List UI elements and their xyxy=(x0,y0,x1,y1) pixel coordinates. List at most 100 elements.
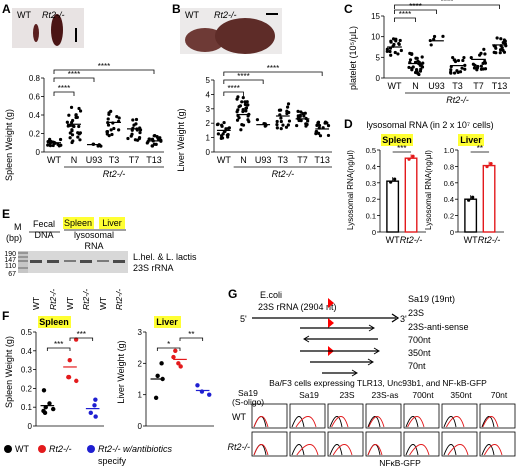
liver-highlight xyxy=(458,134,484,146)
histogram-box xyxy=(441,403,478,429)
data-point xyxy=(410,52,414,56)
g-col1a: Sa19 xyxy=(238,388,258,398)
y-tick-label: 0.1 xyxy=(21,403,33,412)
data-point xyxy=(236,95,240,99)
data-point xyxy=(70,129,74,133)
gel-band xyxy=(30,260,42,263)
data-point xyxy=(278,108,283,112)
histogram-box xyxy=(251,431,288,457)
data-point xyxy=(195,383,200,388)
data-point xyxy=(420,55,424,59)
y-tick-label: 0.6 xyxy=(444,179,454,188)
data-point xyxy=(126,136,130,141)
data-point xyxy=(302,114,306,118)
y-tick-label: 5 xyxy=(206,76,211,85)
probe-label-700: 700nt xyxy=(408,335,431,345)
data-point xyxy=(463,67,467,71)
panel-d-letter: D xyxy=(344,117,353,131)
histogram-control-curve xyxy=(481,444,495,456)
data-point xyxy=(226,126,231,130)
e-note1: L.hel. & L. lactis xyxy=(133,252,197,262)
probe-label-23s-as: 23S-anti-sense xyxy=(408,322,469,332)
gel-image xyxy=(28,251,128,273)
data-point xyxy=(71,124,75,128)
photo-label-ko: Rt2-/- xyxy=(42,10,65,20)
data-point xyxy=(471,195,475,199)
c-ylabel: platelet (10⁵/μL) xyxy=(348,26,358,90)
data-point xyxy=(71,118,75,123)
bar xyxy=(404,157,418,233)
e-m: M xyxy=(14,222,22,232)
g-xlabel: NFκB-GFP xyxy=(379,458,421,468)
gel-band xyxy=(80,260,92,263)
x-tick-label: T13 xyxy=(314,155,330,165)
data-point xyxy=(411,154,415,158)
histogram-box xyxy=(327,403,364,429)
sig-bracket xyxy=(53,69,155,74)
panel-g: G E.coli 23S rRNA (2904 nt) 5' 3' Sa19 (… xyxy=(228,287,516,468)
histogram-stim-curve xyxy=(368,416,385,428)
y-tick-label: 0 xyxy=(372,228,376,237)
y-tick-label: 0.2 xyxy=(29,130,41,139)
data-point xyxy=(226,135,230,139)
histogram-stim-curve xyxy=(253,416,269,428)
data-point xyxy=(396,52,400,56)
sig-label: **** xyxy=(409,2,421,11)
b-ylabel: Liver Weight (g) xyxy=(176,108,186,171)
data-point xyxy=(155,135,159,139)
data-point xyxy=(429,43,433,47)
y-tick-label: 0.3 xyxy=(366,179,376,188)
e-liver-highlight xyxy=(99,217,125,229)
y-tick-label: 1 xyxy=(206,134,211,143)
data-point xyxy=(485,164,489,169)
g-cells-title: Ba/F3 cells expressing TLR13, Unc93b1, a… xyxy=(269,378,487,388)
x-tick-label: Rt2-/- xyxy=(400,235,423,245)
scale-bar xyxy=(75,28,77,42)
spleen-highlight xyxy=(381,134,413,146)
data-point xyxy=(159,361,164,366)
sig-label: **** xyxy=(58,84,70,93)
data-point xyxy=(107,112,111,116)
data-point xyxy=(224,127,228,131)
histogram-box xyxy=(327,431,364,457)
histogram-stim-curve xyxy=(253,444,269,456)
d-title: lysosomal RNA (in 2 x 10⁷ cells) xyxy=(366,120,493,130)
e-note2: 23S rRNA xyxy=(133,263,174,273)
data-point xyxy=(59,143,63,147)
data-point xyxy=(398,38,402,43)
data-point xyxy=(220,124,224,128)
marker-110: 110 xyxy=(5,263,16,270)
y-tick-label: 0.6 xyxy=(29,93,41,102)
y-tick-label: 0.2 xyxy=(21,384,33,393)
gel-marker-lane xyxy=(18,251,28,273)
rrna-arrowhead xyxy=(391,313,400,323)
probe-label-sa19: Sa19 (19nt) xyxy=(408,294,455,304)
data-point xyxy=(41,388,47,393)
red-marker-2 xyxy=(328,318,334,328)
y-tick-label: 2 xyxy=(206,119,211,128)
data-point xyxy=(47,401,52,406)
data-point xyxy=(392,42,396,47)
data-point xyxy=(389,39,393,43)
x-tick-label: N xyxy=(71,155,78,165)
data-point xyxy=(88,410,93,416)
data-point xyxy=(106,123,111,127)
data-point xyxy=(441,34,445,38)
panel-d: D lysosomal RNA (in 2 x 10⁷ cells) Splee… xyxy=(344,117,504,245)
data-point xyxy=(414,56,418,60)
histogram-box xyxy=(479,403,516,429)
x-tick-label: U93 xyxy=(86,155,103,165)
data-point xyxy=(460,66,464,70)
panel-b-letter: B xyxy=(172,2,181,16)
histogram-box xyxy=(441,431,478,457)
marker-190: 190 xyxy=(4,251,16,258)
histogram-col-label: 70nt xyxy=(491,390,508,400)
gel-lane-label: WT xyxy=(31,297,41,310)
gel-band xyxy=(64,260,76,262)
data-point xyxy=(153,395,159,400)
gel-band xyxy=(97,260,109,262)
data-point xyxy=(65,120,69,124)
x-tick-label: T3 xyxy=(278,155,289,165)
data-point xyxy=(41,408,46,414)
liver-weight-chart: 0 1 2 3 4 5 WT N U93 T3 T7 T13 Rt2-/- **** **** **** xyxy=(206,64,332,179)
